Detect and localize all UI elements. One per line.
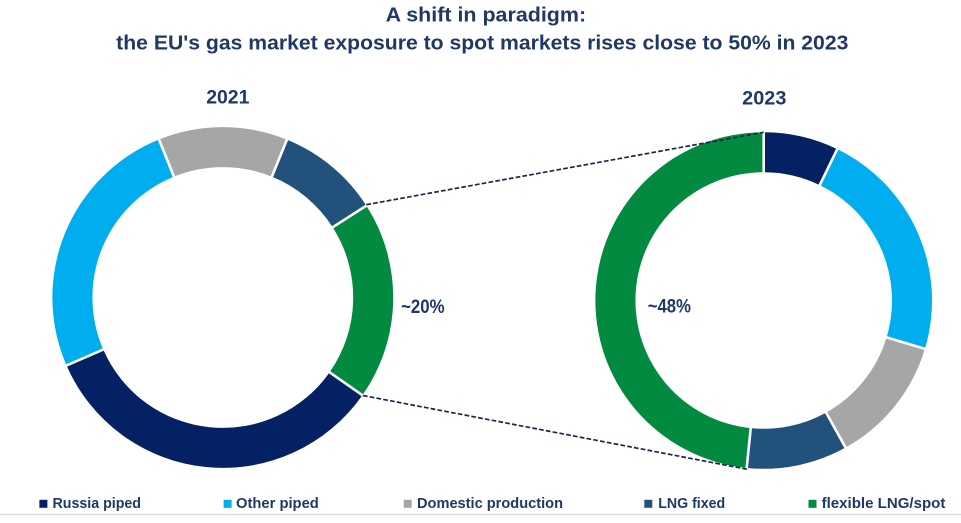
svg-text:2023: 2023 <box>742 87 786 109</box>
svg-text:~20%: ~20% <box>401 296 445 318</box>
svg-text:Domestic production: Domestic production <box>417 496 563 512</box>
svg-text:Russia piped: Russia piped <box>53 496 142 512</box>
svg-text:~48%: ~48% <box>648 295 691 317</box>
svg-text:2021: 2021 <box>206 87 249 109</box>
svg-text:LNG fixed: LNG fixed <box>658 496 725 512</box>
svg-text:flexible LNG/spot: flexible LNG/spot <box>822 496 946 512</box>
svg-text:A shift in paradigm:: A shift in paradigm: <box>386 4 586 27</box>
svg-text:Other piped: Other piped <box>236 496 319 512</box>
svg-text:the EU's gas market exposure t: the EU's gas market exposure to spot mar… <box>116 32 848 55</box>
